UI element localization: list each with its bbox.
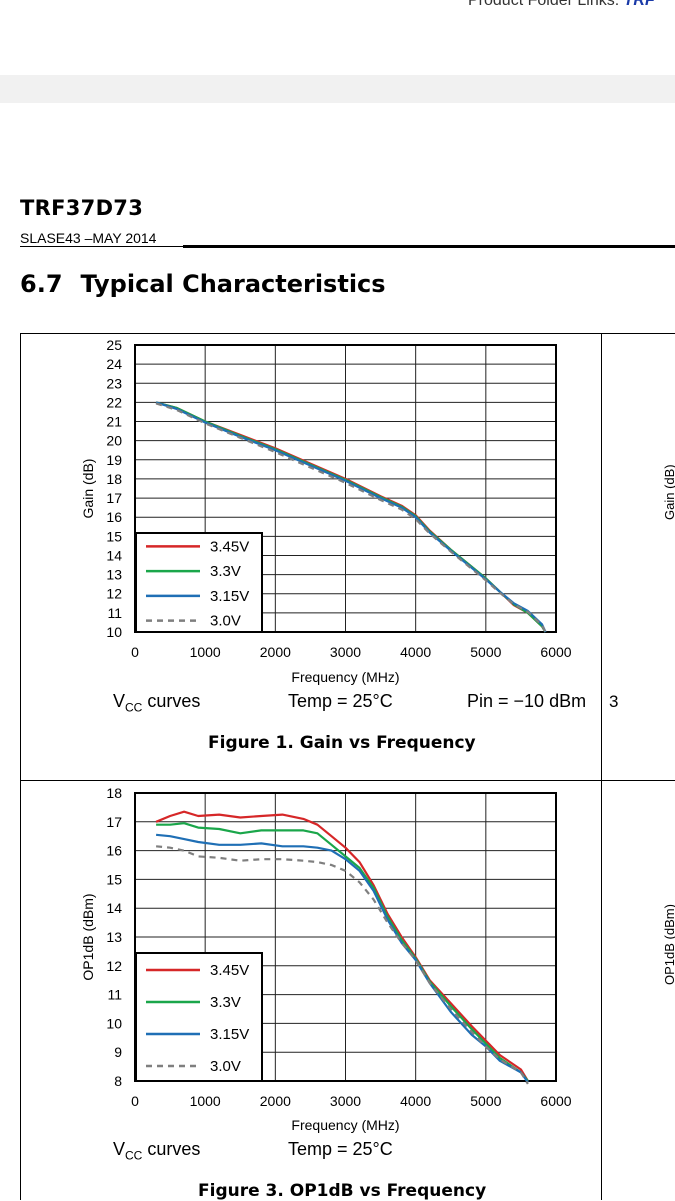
x-tick-label: 3000: [330, 1093, 361, 1109]
y-tick-label: 24: [106, 356, 122, 372]
x-tick-label: 6000: [540, 644, 571, 660]
series-line-3-0V: [155, 402, 547, 633]
y-tick-label: 15: [106, 871, 122, 887]
x-tick-label: 4000: [400, 644, 431, 660]
fig3-vcc-v: V: [113, 1139, 126, 1159]
y-tick-label: 20: [106, 433, 122, 449]
product-folder-label: Product Folder Links:: [468, 0, 620, 9]
x-tick-label: 3000: [330, 644, 361, 660]
section-title: Typical Characteristics: [80, 270, 386, 298]
fig1-vcc-v: V: [113, 691, 126, 711]
x-axis-label: Frequency (MHz): [291, 1117, 399, 1133]
doc-id-date: SLASE43 –MAY 2014: [20, 230, 157, 246]
table-row-divider: [20, 780, 675, 781]
y-tick-label: 14: [106, 547, 122, 563]
fig1-caption: Figure 1. Gain vs Frequency: [208, 733, 476, 753]
x-tick-label: 2000: [260, 644, 291, 660]
legend-label: 3.3V: [210, 994, 241, 1011]
fig1-vcc-rest: curves: [142, 691, 201, 711]
x-tick-label: 1000: [190, 644, 221, 660]
fig3-temp-condition: Temp = 25°C: [288, 1139, 393, 1159]
y-tick-label: 8: [114, 1073, 122, 1089]
chart-1: 10 11 12 13 14 15 16 17 18 19 20 21 22 23 24 25 0 1000 200…: [80, 337, 572, 685]
series-line-3-3V: [156, 822, 529, 1082]
y-tick-label: 13: [106, 929, 122, 945]
x-tick-label: 5000: [470, 644, 501, 660]
legend-label: 3.3V: [210, 563, 241, 580]
y-tick-label: 11: [107, 605, 122, 621]
y-tick-label: 25: [106, 337, 122, 353]
y-tick-label: 17: [106, 814, 122, 830]
x-axis-label: Frequency (MHz): [291, 669, 399, 685]
x-tick-label: 0: [131, 644, 139, 660]
product-folder-link[interactable]: TRF: [623, 0, 655, 9]
right-panel-figure-fragment: 3: [609, 692, 619, 711]
legend-label: 3.0V: [210, 1058, 241, 1075]
fig1-pin-condition: Pin = −10 dBm: [467, 691, 587, 711]
legend-box: [135, 952, 263, 1082]
legend-label: 3.0V: [210, 613, 241, 630]
table-left-border: [20, 333, 21, 1200]
y-tick-label: 11: [107, 987, 122, 1003]
y-tick-label: 15: [106, 528, 122, 544]
legend-label: 3.45V: [210, 538, 249, 555]
y-tick-label: 18: [106, 471, 122, 487]
y-axis-label: Gain (dB): [80, 459, 96, 519]
fig1-temp-condition: Temp = 25°C: [288, 691, 393, 711]
fig1-vcc-sub: CC: [125, 700, 143, 715]
y-tick-label: 23: [106, 375, 122, 391]
x-tick-label: 6000: [540, 1093, 571, 1109]
y-tick-label: 14: [106, 900, 122, 916]
section-heading: 6.7 Typical Characteristics: [20, 270, 386, 298]
y-tick-label: 10: [106, 624, 122, 640]
product-folder-links[interactable]: Product Folder Links: TRF: [468, 0, 655, 10]
x-tick-label: 5000: [470, 1093, 501, 1109]
header-rule-thick: [183, 245, 675, 248]
fig3-caption: Figure 3. OP1dB vs Frequency: [198, 1181, 487, 1201]
doc-title: TRF37D73: [20, 196, 144, 220]
series-line-3-0V: [155, 845, 529, 1085]
x-tick-label: 0: [131, 1093, 139, 1109]
series-line-3-15V: [155, 833, 529, 1084]
legend-box: [135, 532, 263, 633]
section-number: 6.7: [20, 270, 63, 298]
fig3-vcc-sub: CC: [125, 1148, 143, 1163]
plot-border: [134, 792, 557, 1082]
y-tick-label: 16: [106, 843, 122, 859]
fig3-vcc-rest: curves: [142, 1139, 201, 1159]
y-axis-label: OP1dB (dBm): [80, 893, 96, 980]
y-tick-label: 12: [106, 586, 122, 602]
y-tick-label: 10: [106, 1015, 122, 1031]
y-tick-label: 12: [106, 958, 122, 974]
legend-label: 3.15V: [210, 1026, 249, 1043]
chart-2: 8 9 10 11 12 13 14 15 16 17 18 0 1000 2000 3000 4000 500…: [80, 785, 572, 1133]
y-tick-label: 18: [106, 785, 122, 801]
table-column-divider: [601, 333, 602, 1200]
legend-label: 3.15V: [210, 588, 249, 605]
series-line-3-45V: [155, 810, 529, 1082]
y-tick-label: 17: [106, 490, 122, 506]
y-tick-label: 22: [106, 394, 122, 410]
y-tick-label: 13: [106, 567, 122, 583]
page-separator-band: [0, 75, 675, 103]
plot-border: [134, 344, 557, 633]
fig3-vcc-condition: VCC curves: [113, 1139, 200, 1163]
x-tick-label: 2000: [260, 1093, 291, 1109]
x-tick-label: 4000: [400, 1093, 431, 1109]
y-tick-label: 16: [106, 509, 122, 525]
fig1-vcc-condition: VCC curves: [113, 691, 200, 715]
y-tick-label: 9: [114, 1044, 122, 1060]
table-top-border: [20, 333, 675, 334]
x-tick-label: 1000: [190, 1093, 221, 1109]
y-tick-label: 21: [106, 414, 122, 430]
y-tick-label: 19: [106, 452, 122, 468]
legend-label: 3.45V: [210, 962, 249, 979]
